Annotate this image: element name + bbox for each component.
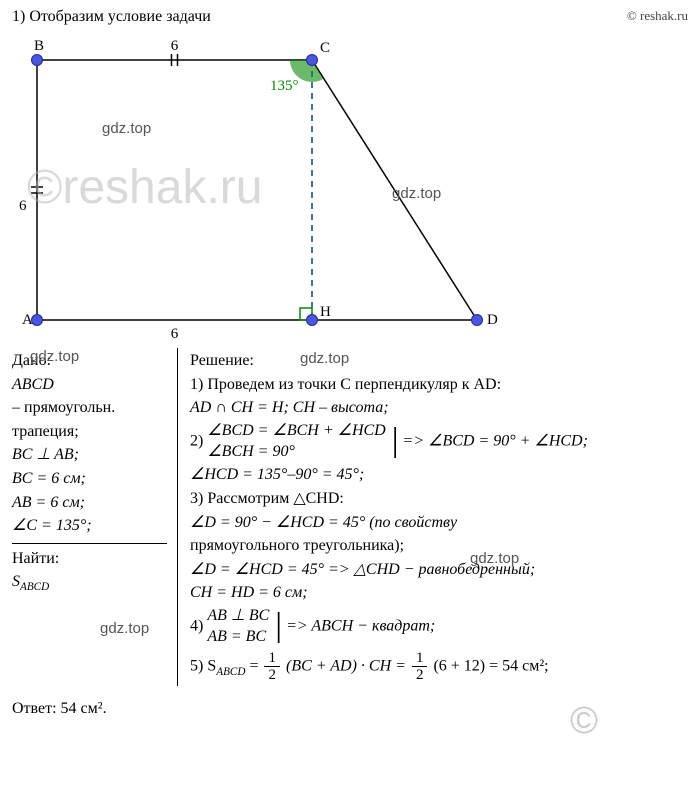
given-divider	[12, 543, 167, 544]
given-title: Дано:	[12, 350, 167, 372]
sol-line: прямоугольного треугольника);	[190, 535, 688, 557]
answer-value: 54 см².	[61, 700, 107, 717]
sol-line: 5) SABCD = 12 (BC + AD) · CH = 12 (6 + 1…	[190, 650, 688, 684]
stack-bot: ∠BCH = 90°	[207, 442, 385, 463]
find-s: S	[12, 573, 20, 590]
given-line: – прямоугольн.	[12, 397, 167, 419]
stack-top: AB ⊥ BC	[207, 606, 269, 627]
svg-text:B: B	[34, 38, 44, 54]
solution-column: Решение: 1) Проведем из точки C перпенди…	[177, 348, 688, 686]
step-num: 2)	[190, 432, 207, 449]
find-title: Найти:	[12, 548, 167, 570]
s5-mid3: (6 + 12) = 54 см²;	[433, 657, 548, 674]
given-line: BC = 6 см;	[12, 468, 167, 490]
sol-line: AD ∩ CH = H; CH – высота;	[190, 397, 688, 419]
sol-line: ∠D = ∠HCD = 45° => △CHD − равнобедренный…	[190, 559, 688, 581]
answer-label: Ответ:	[12, 700, 61, 717]
given-column: Дано: ABCD – прямоугольн. трапеция; BC ⊥…	[12, 348, 177, 686]
sol-line: ∠D = 90° − ∠HCD = 45° (по свойству	[190, 512, 688, 534]
brace-stack: AB ⊥ BC AB = BC	[207, 606, 269, 648]
brace-stack: ∠BCD = ∠BCH + ∠HCD ∠BCH = 90°	[207, 421, 385, 463]
step-num: 4)	[190, 617, 207, 634]
s5-mid2: (BC + AD) · CH =	[286, 657, 410, 674]
copyright: © reshak.ru	[627, 8, 688, 24]
diagram-svg: A B C D H 6 6 6	[12, 30, 688, 340]
svg-text:6: 6	[171, 38, 179, 54]
svg-text:D: D	[487, 312, 498, 328]
sol-line: 3) Рассмотрим △CHD:	[190, 488, 688, 510]
frac-num: 1	[264, 650, 280, 668]
svg-text:C: C	[320, 40, 330, 56]
svg-text:A: A	[22, 312, 33, 328]
svg-text:H: H	[320, 304, 331, 320]
fraction: 12	[412, 650, 428, 684]
brace-result: => ∠BCD = 90° + ∠HCD;	[403, 432, 588, 449]
frac-num: 1	[412, 650, 428, 668]
frac-den: 2	[264, 667, 280, 684]
watermark-copyright-icon: ©	[570, 700, 598, 743]
svg-text:6: 6	[171, 326, 179, 340]
given-line: ∠C = 135°;	[12, 515, 167, 537]
brace-icon: |	[275, 611, 282, 642]
find-sub: ABCD	[20, 582, 49, 594]
brace-result: => ABCH − квадрат;	[286, 617, 435, 634]
sol-line: CH = HD = 6 см;	[190, 582, 688, 604]
given-line: BC ⊥ AB;	[12, 444, 167, 466]
frac-den: 2	[412, 667, 428, 684]
brace-icon: |	[392, 426, 399, 457]
given-line: трапеция;	[12, 421, 167, 443]
find-value: SABCD	[12, 571, 167, 595]
s5-sub: ABCD	[216, 665, 245, 677]
sol-line: 4) AB ⊥ BC AB = BC | => ABCH − квадрат;	[190, 606, 688, 648]
step-title: 1) Отобразим условие задачи	[12, 8, 211, 26]
sol-line: 1) Проведем из точки C перпендикуляр к A…	[190, 374, 688, 396]
sol-line: 2) ∠BCD = ∠BCH + ∠HCD ∠BCH = 90° | => ∠B…	[190, 421, 688, 463]
svg-text:6: 6	[19, 198, 27, 214]
solution-block: Дано: ABCD – прямоугольн. трапеция; BC ⊥…	[12, 348, 688, 686]
angle-label: 135°	[270, 78, 299, 95]
geometry-diagram: ABCDH666 ©reshak.ru 135° gdz.topgdz.top	[12, 30, 688, 340]
fraction: 12	[264, 650, 280, 684]
stack-bot: AB = BC	[207, 627, 269, 648]
given-line: AB = 6 см;	[12, 492, 167, 514]
sol-line: ∠HCD = 135°–90° = 45°;	[190, 464, 688, 486]
s5-eq: =	[249, 657, 262, 674]
given-line: ABCD	[12, 374, 167, 396]
stack-top: ∠BCD = ∠BCH + ∠HCD	[207, 421, 385, 442]
solution-title: Решение:	[190, 350, 688, 372]
s5-pre: 5) S	[190, 657, 216, 674]
